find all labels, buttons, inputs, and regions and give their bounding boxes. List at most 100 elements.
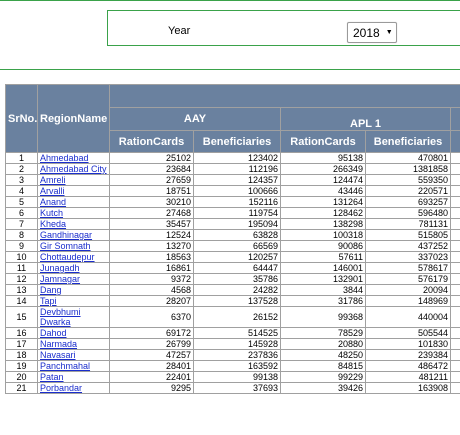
region-link[interactable]: Kheda	[40, 219, 67, 229]
region-link[interactable]: Chottaudepur	[40, 252, 95, 262]
row-apl1-beneficiaries: 486472	[365, 360, 451, 372]
table-row: 10 Chottaudepur 18563 120257 57611 337023	[5, 251, 460, 263]
row-region-cell: Dang	[37, 284, 110, 296]
row-aay-ration-cards: 27468	[109, 207, 194, 219]
table-row: 21 Porbandar 9295 37693 39426 163908	[5, 382, 460, 394]
row-apl1-ration-cards: 39426	[280, 382, 366, 394]
row-apl1-beneficiaries: 20094	[365, 284, 451, 296]
region-link[interactable]: Tapi	[40, 296, 57, 306]
row-sr-no: 17	[5, 338, 38, 350]
region-link[interactable]: Dang	[40, 285, 62, 295]
year-select[interactable]: 2018 ▼	[347, 22, 397, 43]
row-apl1-beneficiaries: 101830	[365, 338, 451, 350]
table-row: 17 Narmada 26799 145928 20880 101830	[5, 338, 460, 350]
row-aay-beneficiaries: 35786	[193, 273, 281, 285]
row-aay-ration-cards: 18563	[109, 251, 194, 263]
row-aay-beneficiaries: 163592	[193, 360, 281, 372]
row-sr-no: 16	[5, 327, 38, 339]
filter-panel	[107, 10, 460, 46]
row-aay-ration-cards: 28401	[109, 360, 194, 372]
row-apl1-ration-cards: 43446	[280, 185, 366, 197]
row-next-cell	[450, 229, 460, 241]
row-apl1-beneficiaries: 440004	[365, 306, 451, 328]
row-sr-no: 14	[5, 295, 38, 307]
row-region-cell: Gir Somnath	[37, 240, 110, 252]
region-link[interactable]: Navasari	[40, 350, 76, 360]
row-aay-beneficiaries: 99138	[193, 371, 281, 383]
row-apl1-ration-cards: 131264	[280, 196, 366, 208]
region-link[interactable]: Kutch	[40, 208, 64, 218]
row-aay-beneficiaries: 123402	[193, 152, 281, 164]
row-sr-no: 5	[5, 196, 38, 208]
region-link[interactable]: Gir Somnath	[40, 241, 91, 251]
row-apl1-beneficiaries: 470801	[365, 152, 451, 164]
table-row: 12 Jamnagar 9372 35786 132901 576179	[5, 273, 460, 285]
row-aay-ration-cards: 69172	[109, 327, 194, 339]
row-apl1-beneficiaries: 163908	[365, 382, 451, 394]
table-row: 20 Patan 22401 99138 99229 481211	[5, 371, 460, 383]
header-spacer	[109, 84, 460, 108]
row-aay-ration-cards: 13270	[109, 240, 194, 252]
region-link[interactable]: Junagadh	[40, 263, 80, 273]
row-aay-ration-cards: 28207	[109, 295, 194, 307]
table-row: 8 Gandhinagar 12524 63828 100318 515805	[5, 229, 460, 241]
row-region-cell: Chottaudepur	[37, 251, 110, 263]
row-sr-no: 1	[5, 152, 38, 164]
row-aay-beneficiaries: 26152	[193, 306, 281, 328]
row-apl1-ration-cards: 124474	[280, 174, 366, 186]
row-aay-beneficiaries: 66569	[193, 240, 281, 252]
year-label: Year	[168, 25, 191, 37]
row-aay-beneficiaries: 37693	[193, 382, 281, 394]
table-row: 3 Amreli 27659 124357 124474 559350	[5, 174, 460, 186]
section-divider	[0, 69, 460, 70]
row-next-cell	[450, 218, 460, 230]
header-group-apl1: APL 1	[280, 107, 451, 131]
row-region-cell: Junagadh	[37, 262, 110, 274]
row-sr-no: 10	[5, 251, 38, 263]
row-apl1-beneficiaries: 515805	[365, 229, 451, 241]
region-link[interactable]: Devbhumi Dwarka	[40, 307, 81, 327]
row-region-cell: Ahmedabad City	[37, 163, 110, 175]
row-aay-beneficiaries: 64447	[193, 262, 281, 274]
row-apl1-beneficiaries: 337023	[365, 251, 451, 263]
table-row: 1 Ahmedabad 25102 123402 95138 470801	[5, 152, 460, 164]
row-region-cell: Ahmedabad	[37, 152, 110, 164]
row-aay-ration-cards: 4568	[109, 284, 194, 296]
row-aay-ration-cards: 25102	[109, 152, 194, 164]
row-apl1-ration-cards: 31786	[280, 295, 366, 307]
chevron-down-icon: ▼	[385, 29, 393, 36]
region-link[interactable]: Gandhinagar	[40, 230, 93, 240]
row-sr-no: 7	[5, 218, 38, 230]
row-apl1-ration-cards: 78529	[280, 327, 366, 339]
row-next-cell	[450, 306, 460, 328]
region-link[interactable]: Amreli	[40, 175, 66, 185]
region-link[interactable]: Panchmahal	[40, 361, 91, 371]
region-link[interactable]: Patan	[40, 372, 64, 382]
region-link[interactable]: Narmada	[40, 339, 78, 349]
table-row: 16 Dahod 69172 514525 78529 505544	[5, 327, 460, 339]
row-apl1-ration-cards: 48250	[280, 349, 366, 361]
header-group-next	[450, 107, 460, 131]
region-link[interactable]: Arvalli	[40, 186, 65, 196]
row-apl1-beneficiaries: 239384	[365, 349, 451, 361]
region-link[interactable]: Jamnagar	[40, 274, 81, 284]
row-apl1-beneficiaries: 781131	[365, 218, 451, 230]
row-region-cell: Kutch	[37, 207, 110, 219]
region-link[interactable]: Ahmedabad	[40, 153, 89, 163]
row-aay-ration-cards: 22401	[109, 371, 194, 383]
table-row: 11 Junagadh 16861 64447 146001 578617	[5, 262, 460, 274]
region-link[interactable]: Anand	[40, 197, 67, 207]
row-region-cell: Gandhinagar	[37, 229, 110, 241]
table-row: 7 Kheda 35457 195094 138298 781131	[5, 218, 460, 230]
region-link[interactable]: Ahmedabad City	[40, 164, 107, 174]
row-aay-ration-cards: 6370	[109, 306, 194, 328]
row-aay-beneficiaries: 120257	[193, 251, 281, 263]
row-aay-ration-cards: 12524	[109, 229, 194, 241]
row-next-cell	[450, 295, 460, 307]
region-link[interactable]: Porbandar	[40, 383, 83, 393]
region-link[interactable]: Dahod	[40, 328, 67, 338]
header-apl1-ration-cards: RationCards	[280, 130, 366, 153]
row-apl1-ration-cards: 100318	[280, 229, 366, 241]
row-region-cell: Panchmahal	[37, 360, 110, 372]
row-sr-no: 9	[5, 240, 38, 252]
